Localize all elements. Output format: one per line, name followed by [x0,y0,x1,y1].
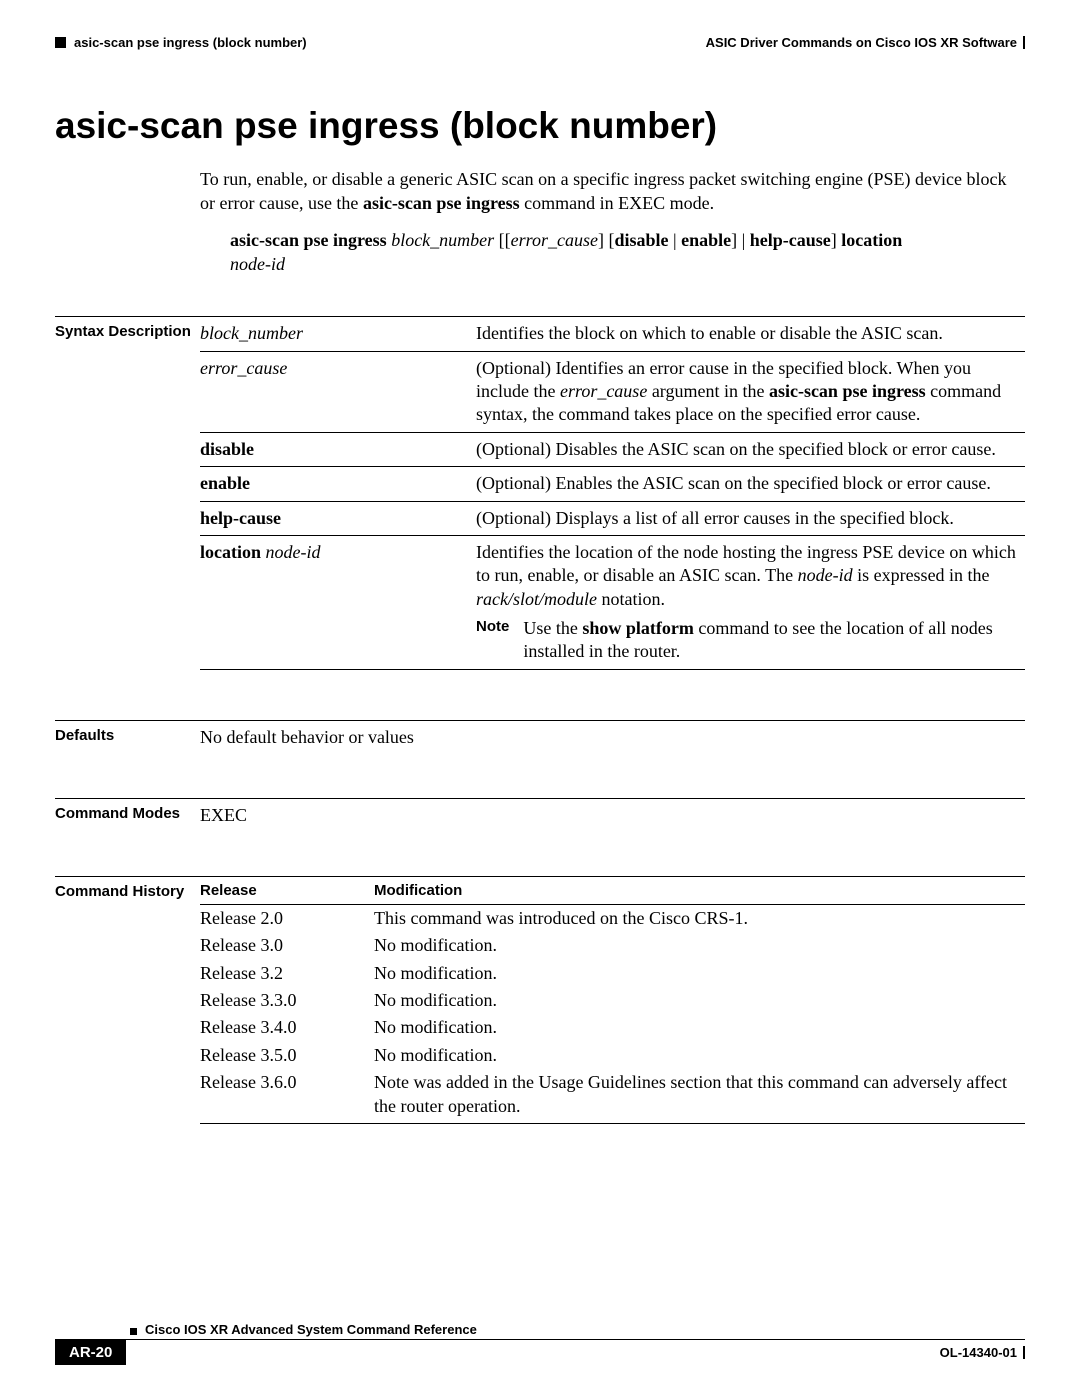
history-col-release: Release [200,876,374,904]
table-row: Release 3.3.0No modification. [200,987,1025,1014]
header-right-text: ASIC Driver Commands on Cisco IOS XR Sof… [706,35,1017,50]
table-row: block_number Identifies the block on whi… [200,317,1025,351]
table-row: help-cause (Optional) Displays a list of… [200,501,1025,535]
defaults-section: Defaults No default behavior or values [55,720,1025,748]
syntax-description-section: Syntax Description block_number Identifi… [55,316,1025,670]
table-row: location node-id Identifies the location… [200,535,1025,669]
page-title: asic-scan pse ingress (block number) [55,105,1025,147]
command-modes-value: EXEC [200,798,1025,826]
page-number: AR-20 [55,1340,126,1365]
footer-tick-icon [1023,1346,1025,1359]
command-syntax: asic-scan pse ingress block_number [[err… [230,228,1025,277]
table-row: Release 3.5.0No modification. [200,1042,1025,1069]
table-row: Release 3.4.0No modification. [200,1014,1025,1041]
defaults-value: No default behavior or values [200,720,1025,748]
table-row: enable (Optional) Enables the ASIC scan … [200,467,1025,501]
table-row: Release 3.6.0Note was added in the Usage… [200,1069,1025,1123]
footer-square-icon [130,1328,137,1335]
page-header: asic-scan pse ingress (block number) ASI… [55,35,1025,50]
table-row: Release 2.0This command was introduced o… [200,904,1025,932]
header-left-text: asic-scan pse ingress (block number) [74,35,307,50]
table-row: Release 3.2No modification. [200,960,1025,987]
header-tick-icon [1023,36,1025,49]
history-col-modification: Modification [374,876,1025,904]
command-modes-label: Command Modes [55,798,200,822]
command-history-label: Command History [55,876,200,900]
table-row: Release 3.0No modification. [200,932,1025,959]
footer-docid: OL-14340-01 [940,1345,1017,1360]
footer-reference: Cisco IOS XR Advanced System Command Ref… [145,1322,477,1337]
intro-block: To run, enable, or disable a generic ASI… [200,167,1025,276]
page-footer: Cisco IOS XR Advanced System Command Ref… [55,1322,1025,1365]
history-table: Release Modification Release 2.0This com… [200,876,1025,1124]
syntax-table: block_number Identifies the block on whi… [200,316,1025,670]
header-square-icon [55,37,66,48]
note-label: Note [476,617,509,664]
command-history-section: Command History Release Modification Rel… [55,876,1025,1124]
table-row: disable (Optional) Disables the ASIC sca… [200,432,1025,466]
syntax-description-label: Syntax Description [55,316,200,340]
defaults-label: Defaults [55,720,200,744]
table-row: error_cause (Optional) Identifies an err… [200,351,1025,432]
command-modes-section: Command Modes EXEC [55,798,1025,826]
